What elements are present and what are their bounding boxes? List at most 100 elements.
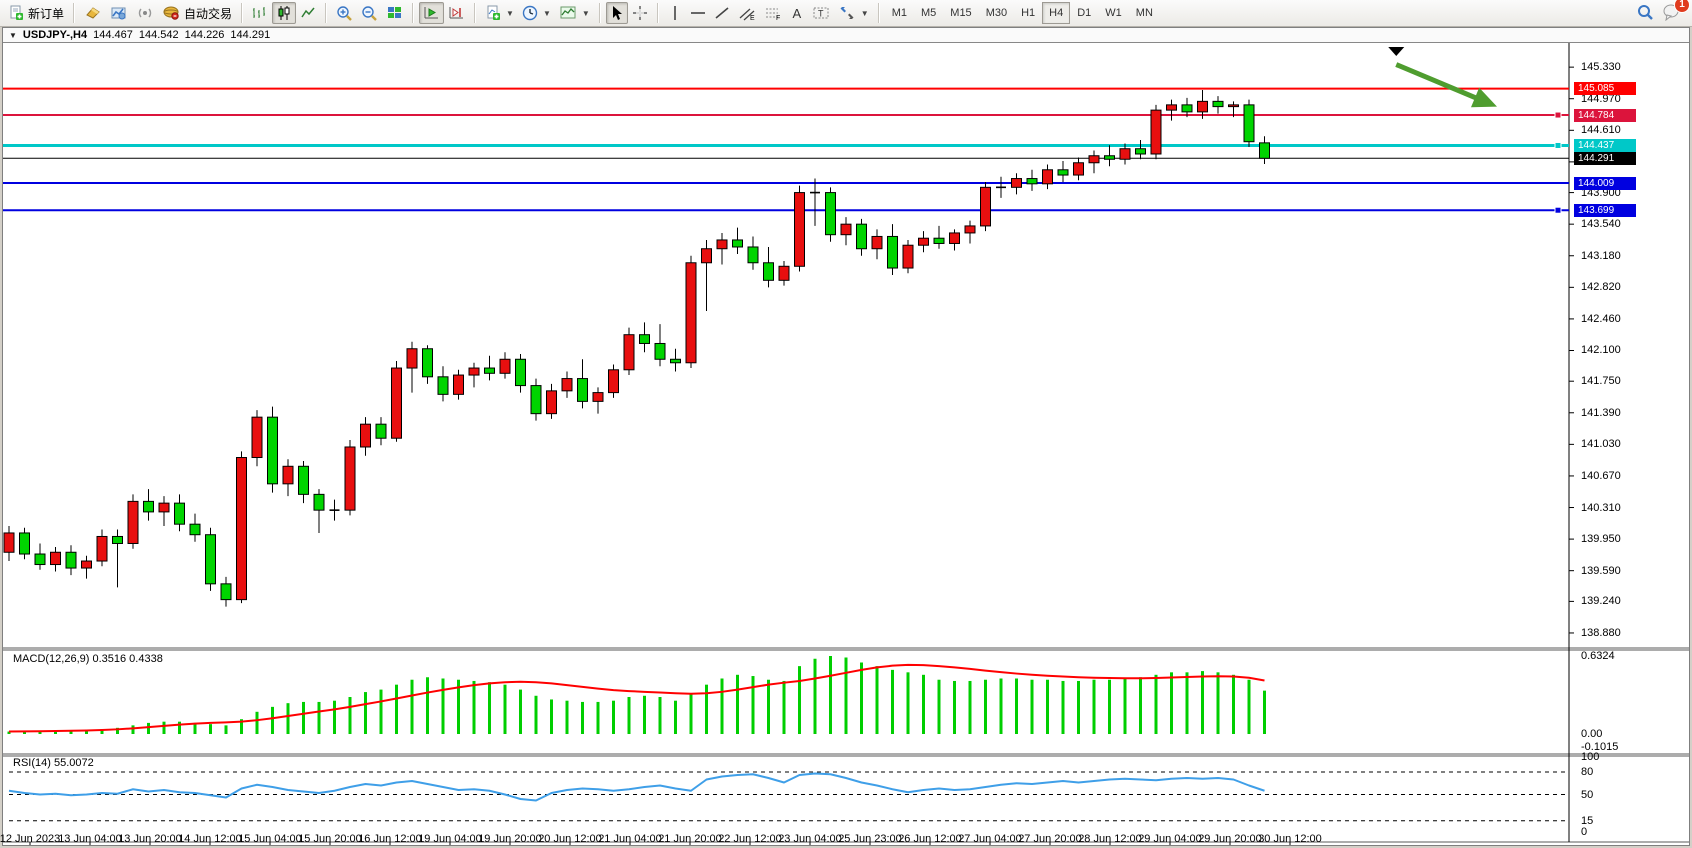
- price-tick-label: 145.330: [1581, 61, 1621, 74]
- new-order-label: 新订单: [28, 6, 65, 21]
- time-tick-label: 13 Jun 20:00: [118, 833, 182, 845]
- line-handle[interactable]: [1554, 206, 1562, 214]
- toolbar-separator: [412, 3, 415, 23]
- candle-down: [747, 246, 759, 264]
- new-order-button[interactable]: 新订单: [4, 2, 68, 24]
- candle-up: [685, 262, 697, 364]
- candle-down: [422, 348, 433, 378]
- timeframe-button-mn[interactable]: MN: [1135, 7, 1153, 19]
- timeframe-button-w1[interactable]: W1: [1105, 7, 1122, 19]
- indicators-button[interactable]: ▼: [481, 2, 518, 24]
- time-tick-label: 15 Jun 04:00: [238, 833, 302, 845]
- broadcast-button[interactable]: [132, 2, 158, 24]
- templates-button[interactable]: ▼: [555, 2, 594, 24]
- svg-text:E: E: [750, 15, 755, 21]
- candle-down: [189, 523, 201, 536]
- cursor-tool-button[interactable]: [605, 2, 628, 24]
- autoscroll-button[interactable]: [419, 2, 445, 24]
- candle-up: [716, 239, 728, 250]
- text-tool-button[interactable]: A: [786, 2, 808, 24]
- chart-plot[interactable]: [3, 43, 1689, 845]
- macd-axis-label: 0.00: [1581, 728, 1603, 740]
- timeframe-button-m5[interactable]: M5: [921, 7, 937, 19]
- search-icon[interactable]: [1636, 3, 1654, 24]
- candle-down: [1026, 178, 1038, 185]
- price-tick-label: 142.460: [1581, 312, 1621, 325]
- fibonacci-tool-button[interactable]: F: [760, 2, 786, 24]
- time-tick-label: 21 Jun 04:00: [598, 833, 662, 845]
- crosshair-tool-button[interactable]: [628, 2, 652, 24]
- candle-up: [406, 348, 418, 369]
- arrows-tool-button[interactable]: ▼: [834, 2, 873, 24]
- chart-title-bar[interactable]: ▼ USDJPY-,H4 144.467 144.542 144.226 144…: [3, 28, 1689, 43]
- top-triangle-marker[interactable]: [1388, 47, 1405, 56]
- candle-down: [267, 416, 278, 485]
- price-badge: 143.699: [1574, 203, 1636, 217]
- trendline-tool-button[interactable]: [710, 2, 734, 24]
- price-tick-label: 139.240: [1581, 595, 1621, 608]
- autotrade-label: 自动交易: [184, 6, 233, 21]
- ohlc-high: 144.542: [138, 29, 179, 41]
- candlestick-mode-button[interactable]: [272, 2, 297, 24]
- time-tick-label: 25 Jun 23:00: [838, 833, 902, 845]
- rsi-axis-label: 15: [1581, 814, 1594, 827]
- vertical-line-tool-button[interactable]: [664, 2, 686, 24]
- styler-button[interactable]: [80, 2, 106, 24]
- timeframe-button-d1[interactable]: D1: [1077, 7, 1092, 19]
- candle-up: [778, 265, 790, 281]
- candle-up: [871, 235, 883, 250]
- equidistant-channel-tool-button[interactable]: E: [734, 2, 760, 24]
- zoom-out-button[interactable]: [357, 2, 382, 24]
- price-tick-label: 142.100: [1581, 344, 1621, 357]
- price-tick-label: 141.750: [1581, 375, 1621, 388]
- autotrade-button[interactable]: 自动交易: [158, 2, 236, 24]
- line-chart-icon: [300, 5, 316, 21]
- candle-up: [1042, 169, 1053, 185]
- bar-chart-mode-button[interactable]: [248, 2, 272, 24]
- candle-down: [112, 535, 123, 544]
- horizontal-line-tool-button[interactable]: [686, 2, 710, 24]
- price-badge: 144.009: [1574, 176, 1636, 190]
- trend-arrow-line[interactable]: [1395, 62, 1488, 105]
- periods-button[interactable]: ▼: [518, 2, 555, 24]
- candle-down: [825, 192, 836, 236]
- autoscroll-icon: [423, 5, 440, 21]
- chart-shift-button[interactable]: [444, 2, 469, 24]
- candlestick-icon: [276, 5, 292, 21]
- candle-down: [313, 493, 325, 511]
- rsi-axis-label: 50: [1581, 788, 1594, 801]
- text-label-icon: T: [812, 5, 830, 21]
- profile-button[interactable]: [106, 2, 132, 24]
- template-chart-icon: [559, 5, 577, 21]
- timeframe-button-m15[interactable]: M15: [950, 7, 972, 19]
- toolbar-separator: [598, 3, 601, 23]
- one-click-trading-arrow-icon[interactable]: ▼: [9, 30, 17, 40]
- toolbar-separator: [656, 3, 659, 23]
- timeframe-button-h1[interactable]: H1: [1021, 7, 1036, 19]
- timeframe-button-h4[interactable]: H4: [1042, 2, 1071, 24]
- macd-signal-line: [8, 663, 1265, 733]
- price-tick-label: 141.030: [1581, 438, 1621, 451]
- text-label-tool-button[interactable]: T: [808, 2, 834, 24]
- price-tick-label: 143.540: [1581, 218, 1621, 231]
- candle-up: [701, 248, 712, 264]
- trend-arrow-head[interactable]: [1471, 87, 1497, 108]
- chat-button[interactable]: 1: [1662, 0, 1690, 24]
- crosshair-icon: [632, 5, 648, 21]
- horizontal-line-icon: [690, 5, 706, 21]
- line-handle[interactable]: [1554, 111, 1562, 119]
- tile-windows-button[interactable]: [382, 2, 407, 24]
- price-tick-label: 139.950: [1581, 533, 1621, 546]
- price-tick-label: 140.310: [1581, 501, 1621, 514]
- candle-up: [1197, 100, 1208, 113]
- time-tick-label: 12 Jun 2023: [0, 833, 61, 845]
- timeframe-button-m1[interactable]: M1: [891, 7, 907, 19]
- arrows-icon: [838, 5, 856, 21]
- timeframe-button-m30[interactable]: M30: [985, 7, 1008, 19]
- line-handle[interactable]: [1554, 141, 1562, 149]
- candle-up: [81, 560, 92, 569]
- time-tick-label: 14 Jun 12:00: [178, 833, 242, 845]
- zoom-in-button[interactable]: [332, 2, 357, 24]
- line-chart-mode-button[interactable]: [296, 2, 320, 24]
